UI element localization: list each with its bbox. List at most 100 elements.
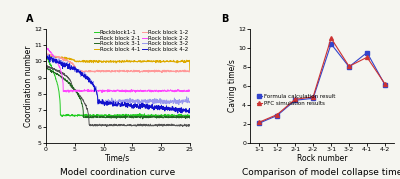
- PFC simulation results: [365, 56, 370, 58]
- Rock block 1-2: [81, 70, 86, 72]
- Line: Rock block 2-2: Rock block 2-2: [46, 47, 190, 93]
- Y-axis label: Coordination number: Coordination number: [24, 45, 32, 127]
- Rock block 1-2: [152, 69, 157, 71]
- Rock block 2-2: [81, 90, 86, 92]
- Rock block 4-2: [47, 54, 52, 56]
- Rock block 4-2: [128, 104, 133, 107]
- Rock block 2-2: [152, 89, 157, 91]
- Rock block 4-2: [109, 101, 114, 103]
- Rock block 1-2: [140, 70, 145, 72]
- Text: B: B: [222, 14, 229, 24]
- Rock block 3-1: [140, 116, 145, 118]
- Rock block 4-2: [187, 112, 192, 114]
- Rock block 4-1: [140, 60, 145, 62]
- PFC simulation results: [311, 96, 316, 98]
- Rock block 2-1: [109, 125, 114, 127]
- Rock block 4-1: [69, 58, 74, 60]
- Text: Model coordination curve: Model coordination curve: [60, 168, 176, 177]
- Text: A: A: [26, 14, 33, 24]
- Rock block 2-2: [188, 89, 192, 91]
- PFC simulation results: [383, 83, 388, 85]
- Rock block 2-2: [44, 46, 49, 48]
- Rock block 3-1: [109, 116, 114, 118]
- Rock block 3-2: [80, 74, 85, 76]
- Line: Rock block 4-2: Rock block 4-2: [46, 55, 190, 113]
- Rock block 2-2: [100, 91, 104, 94]
- Rock block 2-1: [140, 125, 145, 127]
- Rock block 2-2: [129, 90, 134, 92]
- Rock block 1-2: [69, 62, 74, 64]
- PFC simulation results: [257, 121, 262, 123]
- Rock block 1-2: [138, 71, 142, 74]
- Rock block 3-1: [128, 116, 133, 118]
- Rock block 2-1: [44, 65, 48, 67]
- Rock block 2-1: [152, 124, 157, 127]
- Rock block 3-2: [44, 51, 48, 53]
- Rock block 4-1: [188, 71, 192, 73]
- Formula calculation result: [275, 114, 280, 117]
- Rock block 3-1: [188, 117, 192, 119]
- PFC simulation results: [329, 37, 334, 39]
- PFC simulation results: [275, 113, 280, 116]
- X-axis label: Rock number: Rock number: [297, 154, 347, 163]
- Rock block 4-2: [81, 74, 86, 76]
- Rock block 2-1: [81, 100, 86, 102]
- Rockblock1-1: [152, 114, 157, 116]
- Rock block 4-2: [152, 105, 157, 107]
- Formula calculation result: [383, 84, 388, 86]
- Rockblock1-1: [109, 116, 114, 118]
- Rock block 2-2: [69, 90, 74, 92]
- Rock block 1-2: [188, 71, 192, 73]
- Y-axis label: Caving time/s: Caving time/s: [228, 59, 237, 112]
- Rock block 3-1: [140, 118, 145, 120]
- Rock block 3-2: [140, 102, 145, 104]
- Formula calculation result: [347, 66, 352, 68]
- Rock block 1-2: [44, 52, 49, 54]
- Text: Comparison of model collapse time: Comparison of model collapse time: [242, 168, 400, 177]
- Rock block 4-2: [140, 106, 145, 108]
- Rock block 2-1: [129, 124, 134, 126]
- Formula calculation result: [311, 97, 316, 99]
- Rock block 3-1: [44, 67, 49, 69]
- Line: Formula calculation result: Formula calculation result: [258, 42, 387, 125]
- Rockblock1-1: [81, 115, 86, 117]
- Rock block 1-2: [44, 53, 48, 55]
- Rockblock1-1: [69, 114, 74, 116]
- Rock block 3-1: [44, 67, 48, 69]
- Rock block 4-1: [44, 54, 49, 57]
- Rock block 1-2: [109, 71, 114, 73]
- Rock block 3-1: [152, 115, 157, 117]
- Line: Rockblock1-1: Rockblock1-1: [46, 57, 190, 117]
- Legend: Formula calculation result, PFC simulation results: Formula calculation result, PFC simulati…: [254, 92, 338, 108]
- Rockblock1-1: [44, 56, 49, 58]
- Rockblock1-1: [188, 116, 192, 118]
- Rock block 2-2: [44, 46, 48, 48]
- Formula calculation result: [257, 122, 262, 124]
- Line: PFC simulation results: PFC simulation results: [257, 36, 387, 124]
- Rock block 4-1: [109, 61, 114, 63]
- Rockblock1-1: [128, 114, 133, 116]
- Rock block 3-2: [102, 104, 106, 106]
- Rock block 2-1: [45, 65, 50, 67]
- Rock block 3-2: [152, 100, 157, 102]
- Rock block 4-1: [152, 60, 157, 62]
- Rock block 4-1: [44, 55, 48, 57]
- Rock block 1-2: [128, 70, 133, 72]
- Rock block 3-2: [128, 101, 133, 103]
- Rock block 2-2: [109, 90, 114, 92]
- Line: Rock block 2-1: Rock block 2-1: [46, 66, 190, 127]
- Line: Rock block 3-1: Rock block 3-1: [46, 68, 190, 119]
- Rock block 4-1: [128, 60, 133, 62]
- Rock block 4-2: [44, 57, 48, 59]
- Legend: Rockblock1-1, Rock block 2-1, Rock block 3-1, Rock block 4-1, Rock block 1-2, Ro: Rockblock1-1, Rock block 2-1, Rock block…: [94, 29, 188, 53]
- Rock block 3-1: [81, 110, 86, 112]
- Rock block 4-1: [81, 59, 86, 61]
- Line: Rock block 3-2: Rock block 3-2: [46, 52, 190, 105]
- Rock block 3-2: [109, 100, 114, 102]
- Rock block 3-2: [69, 67, 74, 69]
- Rock block 3-1: [69, 86, 74, 88]
- Rock block 2-1: [188, 125, 192, 127]
- Line: Rock block 1-2: Rock block 1-2: [46, 53, 190, 72]
- Rock block 2-1: [104, 125, 109, 128]
- Rock block 2-2: [140, 90, 145, 92]
